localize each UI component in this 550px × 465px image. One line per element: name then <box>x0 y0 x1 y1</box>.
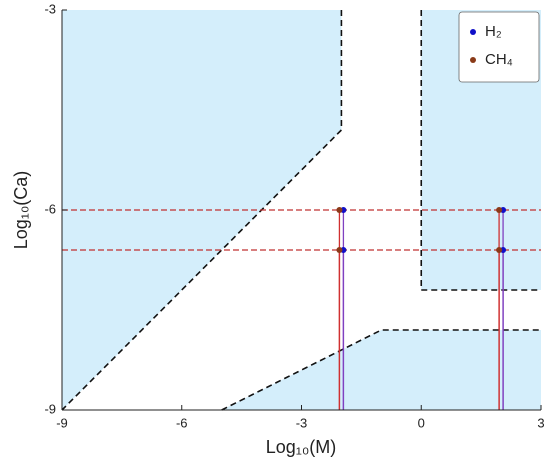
y-axis-label: Log₁₀(Ca) <box>11 171 31 250</box>
legend-box <box>458 11 540 83</box>
y-tick-label: -3 <box>44 1 56 16</box>
x-tick-label: -6 <box>176 415 188 430</box>
x-tick-label: -9 <box>56 415 68 430</box>
y-tick-label: -9 <box>44 401 56 416</box>
y-tick-label: -6 <box>44 201 56 216</box>
point <box>496 247 503 253</box>
legend-marker <box>470 29 476 35</box>
legend-label: CH₄ <box>485 51 513 68</box>
region-boundary <box>61 10 343 411</box>
region-boundary <box>221 329 541 411</box>
region-boundary <box>420 10 541 291</box>
x-tick-label: 0 <box>418 415 425 430</box>
x-tick-label: 3 <box>537 415 544 430</box>
legend-marker <box>470 57 476 63</box>
point <box>496 207 503 213</box>
point <box>336 207 343 213</box>
legend-label: H₂ <box>485 23 502 40</box>
region <box>221 330 541 410</box>
x-tick-label: -3 <box>296 415 308 430</box>
point <box>336 247 343 253</box>
x-axis-label: Log₁₀(M) <box>266 437 337 457</box>
